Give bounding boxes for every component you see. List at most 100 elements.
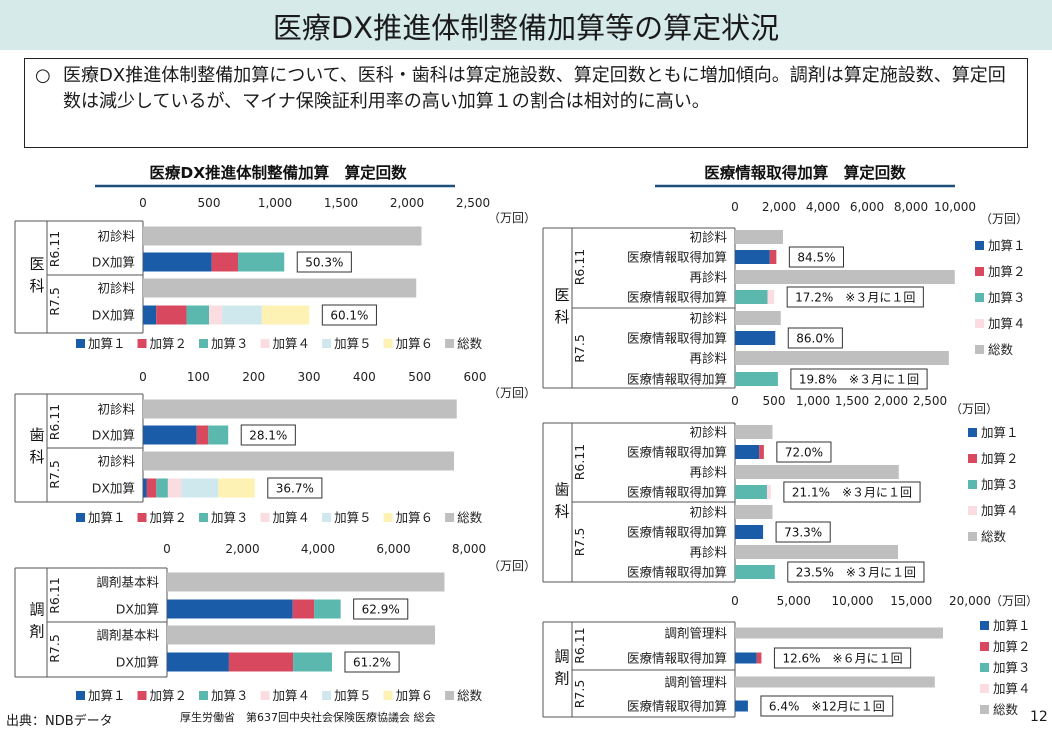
bar-加算2 bbox=[228, 652, 294, 672]
legend-item: 加算３ bbox=[988, 290, 1026, 305]
data-label-box bbox=[790, 368, 928, 390]
tick-label: 0 bbox=[139, 370, 147, 384]
row-label: 医療情報取得加算 bbox=[627, 485, 727, 500]
legend-swatch bbox=[199, 513, 209, 522]
tick-label: 20,000 bbox=[949, 594, 991, 608]
bar-加算1 bbox=[167, 652, 229, 672]
legend-item: 加算４ bbox=[273, 688, 311, 703]
tick-label: 1,500 bbox=[324, 196, 358, 210]
group-label: R7.5 bbox=[47, 460, 62, 489]
row-label: DX加算 bbox=[116, 655, 159, 670]
tick-label: 1,500 bbox=[835, 394, 869, 408]
data-label-box bbox=[267, 477, 323, 499]
bar-総数 bbox=[167, 572, 445, 592]
tick-label: 4,000 bbox=[806, 200, 840, 214]
row-label: 再診料 bbox=[689, 545, 727, 560]
row-label: 初診料 bbox=[689, 425, 727, 440]
bar-加算1 bbox=[735, 331, 776, 345]
legend-item: 総数 bbox=[457, 688, 483, 703]
bar-加算2 bbox=[211, 252, 239, 272]
tick-label: 2,000 bbox=[874, 394, 908, 408]
group-label: R6.11 bbox=[47, 404, 62, 441]
legend-swatch bbox=[322, 691, 332, 700]
legend-swatch bbox=[137, 691, 147, 700]
data-label: 19.8% ※３月に１回 bbox=[799, 373, 919, 387]
legend-item: 加算４ bbox=[988, 316, 1026, 331]
row-label: DX加算 bbox=[92, 428, 135, 443]
row-label: DX加算 bbox=[116, 602, 159, 617]
section-label: 調 bbox=[554, 648, 569, 666]
bar-総数 bbox=[735, 676, 935, 688]
page-title: 医療DX推進体制整備加算等の算定状況 bbox=[272, 11, 780, 45]
section-label: 医 bbox=[29, 255, 44, 273]
legend-swatch bbox=[199, 691, 209, 700]
bar-加算4 bbox=[766, 485, 771, 499]
legend-item: 加算２ bbox=[993, 639, 1031, 654]
tick-label: 200 bbox=[242, 370, 265, 384]
legend-swatch bbox=[975, 241, 984, 250]
section-label: 科 bbox=[29, 277, 44, 295]
unit-label: （万回） bbox=[488, 211, 536, 225]
legend-swatch bbox=[445, 339, 455, 348]
legend-item: 加算１ bbox=[88, 688, 126, 703]
group-label: R6.11 bbox=[572, 249, 587, 286]
data-label-box bbox=[240, 424, 296, 446]
legend-swatch bbox=[76, 513, 85, 522]
row-label: DX加算 bbox=[92, 481, 135, 496]
bar-加算1 bbox=[143, 305, 157, 325]
source-note: 出典：NDBデータ bbox=[6, 714, 113, 729]
legend-item: 加算２ bbox=[988, 264, 1026, 279]
legend-item: 総数 bbox=[981, 529, 1007, 544]
row-label: 調剤管理料 bbox=[664, 626, 727, 641]
legend-swatch bbox=[445, 513, 455, 522]
row-label: 初診料 bbox=[689, 230, 727, 245]
legend-swatch bbox=[76, 339, 85, 348]
row-label: 医療情報取得加算 bbox=[627, 372, 727, 387]
row-label: DX加算 bbox=[92, 255, 135, 270]
unit-label: （万回） bbox=[488, 559, 536, 573]
bar-加算3 bbox=[735, 290, 768, 304]
group-label: R6.11 bbox=[572, 627, 587, 664]
row-label: DX加算 bbox=[92, 308, 135, 323]
row-label: 初診料 bbox=[97, 229, 135, 244]
data-label: 6.4% ※12月に１回 bbox=[769, 700, 885, 714]
bar-総数 bbox=[735, 627, 943, 639]
row-label: 初診料 bbox=[97, 281, 135, 296]
tick-label: 15,000 bbox=[890, 594, 932, 608]
row-label: 医療情報取得加算 bbox=[627, 651, 727, 666]
data-label: 21.1% ※３月に１回 bbox=[792, 486, 912, 500]
bar-加算2 bbox=[759, 445, 764, 459]
data-label-box bbox=[760, 695, 894, 717]
tick-label: 0 bbox=[731, 394, 739, 408]
tick-label: 2,500 bbox=[456, 196, 490, 210]
legend-swatch bbox=[445, 691, 455, 700]
data-label: 12.6% ※６月に１回 bbox=[782, 652, 902, 666]
bar-加算3 bbox=[156, 478, 168, 498]
section-label: 科 bbox=[554, 503, 569, 521]
group-label: R6.11 bbox=[572, 444, 587, 481]
data-label-box bbox=[788, 246, 844, 268]
legend-item: 加算５ bbox=[334, 336, 372, 351]
unit-label: （万回） bbox=[990, 594, 1038, 608]
bar-加算3 bbox=[293, 652, 332, 672]
legend-item: 加算１ bbox=[981, 425, 1019, 440]
bar-加算1 bbox=[735, 250, 770, 264]
unit-label: （万回） bbox=[950, 402, 998, 416]
tick-label: 1,000 bbox=[796, 394, 830, 408]
legend-swatch bbox=[968, 454, 977, 463]
data-label: 36.7% bbox=[276, 482, 314, 496]
data-label-box bbox=[787, 561, 925, 583]
bar-加算4 bbox=[209, 305, 223, 325]
data-label: 72.0% bbox=[785, 446, 823, 460]
unit-label: （万回） bbox=[488, 386, 536, 400]
legend-item: 加算２ bbox=[150, 510, 188, 525]
bar-加算2 bbox=[156, 305, 187, 325]
legend-item: 総数 bbox=[988, 342, 1014, 357]
row-label: 初診料 bbox=[689, 505, 727, 520]
bar-総数 bbox=[143, 451, 454, 471]
data-label: 61.2% bbox=[353, 656, 391, 670]
tick-label: 500 bbox=[408, 370, 431, 384]
tick-label: 5,000 bbox=[777, 594, 811, 608]
unit-label: （万回） bbox=[980, 212, 1028, 226]
legend-item: 加算１ bbox=[993, 618, 1031, 633]
